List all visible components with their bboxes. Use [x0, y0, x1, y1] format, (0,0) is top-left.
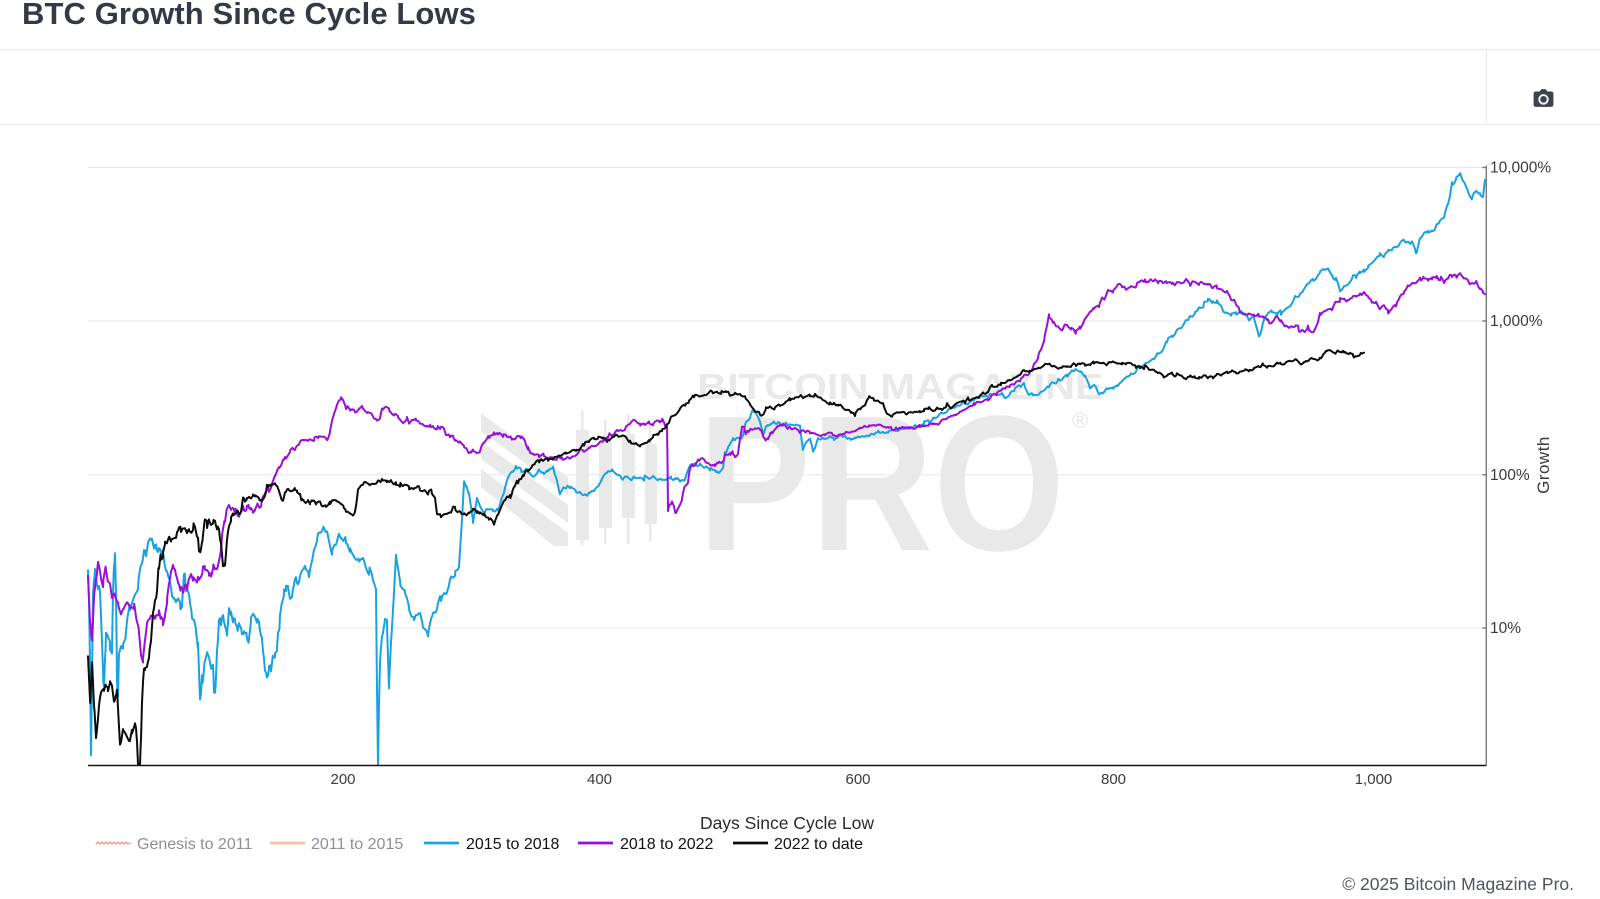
svg-text:BITCOIN MAGAZINE: BITCOIN MAGAZINE [697, 366, 1103, 407]
svg-text:100%: 100% [1490, 467, 1530, 484]
svg-text:10,000%: 10,000% [1490, 160, 1551, 177]
svg-text:Growth: Growth [1534, 436, 1553, 494]
svg-text:2022 to date: 2022 to date [774, 836, 863, 853]
svg-text:Days Since Cycle Low: Days Since Cycle Low [700, 813, 874, 833]
svg-text:Genesis to 2011: Genesis to 2011 [137, 836, 252, 853]
svg-text:®: ® [1072, 408, 1088, 433]
svg-text:600: 600 [845, 771, 870, 788]
svg-text:1,000: 1,000 [1355, 771, 1393, 788]
svg-text:2018 to 2022: 2018 to 2022 [620, 836, 714, 853]
svg-text:400: 400 [587, 771, 612, 788]
svg-text:© 2025 Bitcoin Magazine Pro.: © 2025 Bitcoin Magazine Pro. [1342, 874, 1574, 894]
svg-text:800: 800 [1101, 771, 1126, 788]
svg-text:1,000%: 1,000% [1490, 313, 1543, 330]
svg-text:2015 to 2018: 2015 to 2018 [466, 836, 560, 853]
svg-text:10%: 10% [1490, 620, 1521, 637]
svg-text:200: 200 [330, 771, 355, 788]
svg-text:2011 to 2015: 2011 to 2015 [311, 836, 403, 853]
